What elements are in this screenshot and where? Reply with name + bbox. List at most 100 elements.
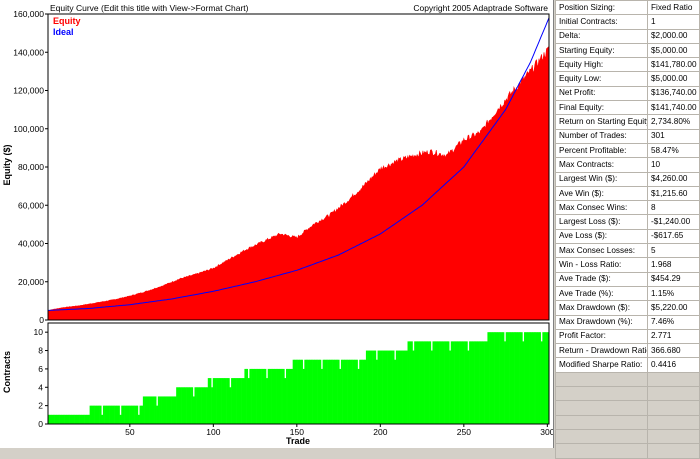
stats-row[interactable]: Max Drawdown (%): 7.46% — [555, 314, 700, 330]
contract-bar — [144, 396, 147, 424]
chart-copyright: Copyright 2005 Adaptrade Software — [413, 3, 548, 13]
stats-row[interactable]: Win - Loss Ratio: 1.968 — [555, 257, 700, 273]
contract-bar — [397, 350, 400, 424]
contract-bar — [345, 359, 348, 424]
contracts-y-tick-label: 2 — [38, 401, 43, 411]
stats-row[interactable]: Equity High: $141,780.00 — [555, 57, 700, 73]
contract-bar — [204, 387, 207, 424]
contract-bar — [239, 378, 242, 424]
stats-value: $141,780.00 — [647, 57, 700, 73]
stats-row[interactable]: Profit Factor: 2.771 — [555, 328, 700, 345]
contract-bar — [151, 396, 154, 424]
contract-bar — [322, 359, 325, 424]
contract-bar — [405, 350, 408, 424]
contract-bar — [296, 359, 298, 424]
contract-bar — [131, 405, 134, 424]
contract-bar — [114, 405, 117, 424]
contract-bar — [196, 387, 199, 424]
contract-bar — [487, 332, 490, 424]
stats-label: Return - Drawdown Ratio: — [555, 343, 648, 359]
contract-bar — [84, 414, 87, 424]
contract-bar — [272, 368, 275, 424]
contract-bar — [261, 368, 264, 424]
contract-bar — [189, 387, 192, 424]
contract-bar — [472, 341, 475, 424]
stats-row[interactable]: Percent Profitable: 58.47% — [555, 142, 700, 159]
contract-bar — [324, 359, 327, 424]
stats-value: 1.15% — [647, 285, 700, 302]
contract-bar — [515, 332, 518, 424]
statistics-table: Position Sizing: Fixed Ratio Initial Con… — [555, 0, 700, 459]
stats-label: Max Consec Losses: — [555, 243, 648, 259]
contract-bar — [267, 368, 270, 424]
contract-bar — [167, 396, 170, 424]
contract-bar — [370, 350, 373, 424]
contract-bar — [417, 341, 420, 424]
x-axis-label: Trade — [286, 436, 310, 446]
contract-bar — [281, 368, 283, 424]
stats-row[interactable]: Max Consec Wins: 8 — [555, 200, 700, 216]
stats-row[interactable]: Modified Sharpe Ratio: 0.4416 — [555, 357, 700, 373]
contract-bar — [156, 405, 159, 424]
stats-row[interactable]: Number of Trades: 301 — [555, 128, 700, 144]
stats-value: $141,740.00 — [647, 100, 700, 116]
contract-bar — [349, 359, 352, 424]
stats-row[interactable]: Ave Win ($): $1,215.60 — [555, 185, 700, 202]
contract-bar — [207, 378, 210, 424]
contract-bar — [154, 396, 157, 424]
contract-bar — [146, 396, 149, 424]
stats-label: Delta: — [555, 28, 648, 44]
stats-row[interactable]: Max Drawdown ($): $5,220.00 — [555, 300, 700, 316]
contract-bar — [339, 368, 342, 424]
contract-bar — [330, 359, 333, 424]
stats-row[interactable]: Ave Trade (%): 1.15% — [555, 285, 700, 302]
contract-bar — [505, 332, 508, 424]
stats-empty-cell — [555, 386, 648, 402]
stats-value: $1,215.60 — [647, 185, 700, 202]
contract-bar — [216, 378, 219, 424]
contract-bar — [372, 350, 375, 424]
stats-row[interactable]: Return on Starting Equity: 2,734.80% — [555, 114, 700, 130]
contract-bar — [124, 405, 127, 424]
y-tick-label: 100,000 — [13, 124, 44, 134]
contract-bar — [139, 405, 142, 424]
contract-bar — [445, 341, 448, 424]
stats-row[interactable]: Starting Equity: $5,000.00 — [555, 42, 700, 59]
stats-row[interactable]: Max Contracts: 10 — [555, 157, 700, 173]
stats-row[interactable]: Equity Low: $5,000.00 — [555, 71, 700, 87]
contract-bar — [224, 378, 227, 424]
contract-bar — [314, 359, 317, 424]
contract-bar — [362, 359, 365, 424]
stats-value: 58.47% — [647, 142, 700, 159]
contract-bar — [274, 368, 277, 424]
contract-bar — [284, 378, 287, 424]
contract-bar — [172, 396, 175, 424]
stats-row[interactable]: Largest Loss ($): -$1,240.00 — [555, 214, 700, 230]
contract-bar — [214, 378, 217, 424]
stats-row[interactable]: Delta: $2,000.00 — [555, 28, 700, 44]
contract-bar — [229, 387, 232, 424]
stats-row[interactable]: Max Consec Losses: 5 — [555, 243, 700, 259]
stats-value: 301 — [647, 128, 700, 144]
contract-bar — [464, 341, 467, 424]
stats-header-row[interactable]: Position Sizing: Fixed Ratio — [555, 0, 700, 16]
stats-label: Ave Win ($): — [555, 185, 648, 202]
stats-row[interactable]: Final Equity: $141,740.00 — [555, 100, 700, 116]
contracts-y-tick-label: 10 — [34, 327, 44, 337]
contract-bar — [134, 405, 137, 424]
contract-bar — [201, 387, 204, 424]
stats-label: Final Equity: — [555, 100, 648, 116]
y-tick-label: 40,000 — [18, 239, 44, 249]
stats-label: Ave Trade ($): — [555, 271, 648, 287]
stats-row[interactable]: Ave Loss ($): -$617.65 — [555, 228, 700, 245]
contract-bar — [287, 368, 290, 424]
stats-row[interactable]: Initial Contracts: 1 — [555, 14, 700, 30]
contract-bar — [380, 350, 383, 424]
stats-label: Largest Loss ($): — [555, 214, 648, 230]
stats-row[interactable]: Net Profit: $136,740.00 — [555, 85, 700, 102]
stats-row[interactable]: Return - Drawdown Ratio: 366.680 — [555, 343, 700, 359]
contract-bar — [166, 396, 169, 424]
stats-row[interactable]: Ave Trade ($): $454.29 — [555, 271, 700, 287]
contract-bar — [420, 341, 423, 424]
stats-row[interactable]: Largest Win ($): $4,260.00 — [555, 171, 700, 187]
